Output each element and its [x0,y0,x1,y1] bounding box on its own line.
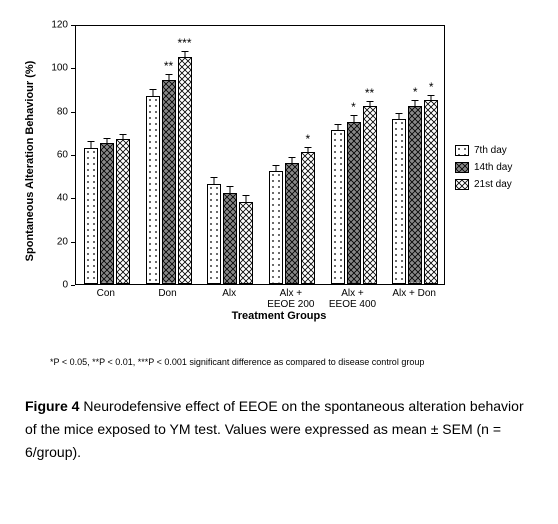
significance-marker: * [305,132,310,146]
legend-item: 14th day [455,162,512,173]
x-tick: Con [97,288,115,299]
x-tick: Alx [222,288,236,299]
bar [100,143,114,284]
figure-label: Figure 4 [25,398,79,414]
x-axis-label: Treatment Groups [20,310,538,322]
bar [424,100,438,284]
bar [146,96,160,285]
y-tick: 120 [20,20,68,31]
significance-footnote: *P < 0.05, **P < 0.01, ***P < 0.001 sign… [20,357,538,367]
bar [285,163,299,284]
figure-caption: Figure 4 Neurodefensive effect of EEOE o… [20,395,538,464]
y-axis-label: Spontaneous Alteration Behaviour (%) [24,61,36,262]
bar [408,106,422,284]
legend-label: 14th day [474,162,512,173]
plot-area: *********** [75,25,445,285]
bar [178,57,192,285]
bar [331,130,345,284]
bar [392,119,406,284]
legend-item: 7th day [455,145,512,156]
legend-label: 7th day [474,145,507,156]
bar [84,148,98,285]
x-tick: Alx + Don [392,288,436,299]
bar [223,193,237,284]
bar [207,184,221,284]
x-tick: Alx +EEOE 200 [267,288,314,310]
x-tick: Don [158,288,176,299]
bar [116,139,130,284]
legend-label: 21st day [474,179,512,190]
bar [301,152,315,284]
y-tick: 60 [20,150,68,161]
significance-marker: * [429,80,434,94]
significance-marker: * [351,100,356,114]
caption-text: Neurodefensive effect of EEOE on the spo… [25,398,524,460]
bar [162,80,176,284]
y-tick: 80 [20,106,68,117]
y-tick: 0 [20,280,68,291]
significance-marker: ** [164,59,173,73]
bar [347,122,361,285]
significance-marker: ** [365,86,374,100]
y-tick: 100 [20,63,68,74]
y-tick: 20 [20,236,68,247]
bar [269,171,283,284]
y-tick: 40 [20,193,68,204]
legend: 7th day 14th day 21st day [455,145,512,196]
legend-item: 21st day [455,179,512,190]
bar-chart: Spontaneous Alteration Behaviour (%) ***… [20,15,538,355]
bar [239,202,253,284]
x-tick: Alx +EEOE 400 [329,288,376,310]
significance-marker: * [413,85,418,99]
significance-marker: *** [177,36,191,50]
bar [363,106,377,284]
